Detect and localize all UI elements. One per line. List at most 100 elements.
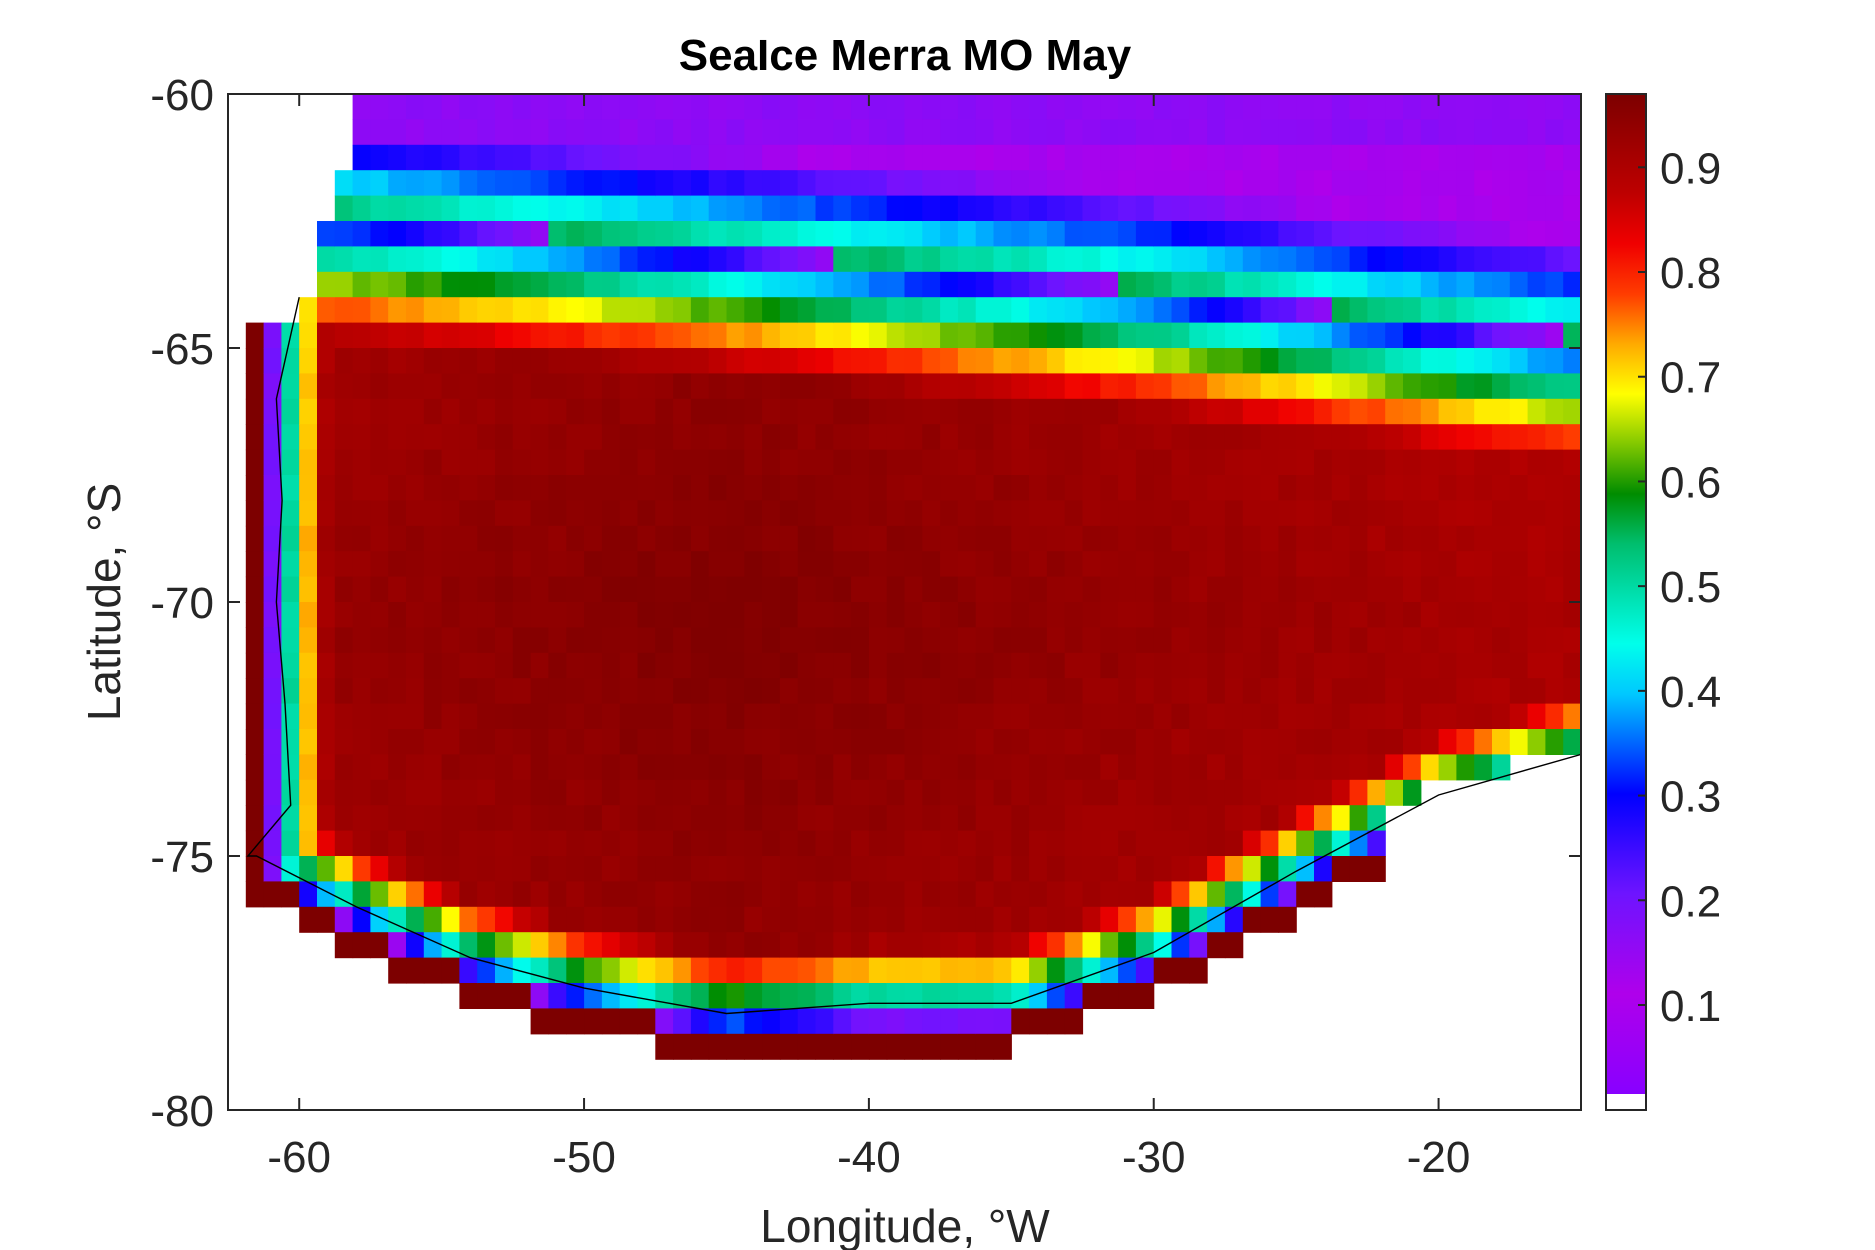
heatmap-cell — [1367, 678, 1386, 705]
heatmap-cell — [797, 551, 817, 578]
heatmap-cell — [406, 779, 425, 806]
heatmap-cell — [993, 424, 1012, 451]
heatmap-cell — [797, 170, 817, 197]
heatmap-cell — [690, 729, 710, 755]
heatmap-cell — [388, 856, 407, 882]
heatmap-cell — [495, 119, 514, 146]
heatmap-cell — [619, 576, 639, 603]
heatmap-cell — [1046, 424, 1066, 451]
heatmap-cell — [317, 398, 336, 425]
heatmap-cell — [655, 602, 674, 628]
heatmap-cell — [406, 576, 425, 603]
heatmap-cell — [619, 475, 639, 501]
heatmap-cell — [922, 424, 941, 451]
colorbar-tick-label: 0.7 — [1660, 354, 1721, 403]
heatmap-cell — [512, 500, 532, 527]
heatmap-cell — [833, 906, 852, 933]
heatmap-cell — [495, 602, 514, 628]
heatmap-cell — [1011, 932, 1030, 959]
heatmap-cell — [797, 500, 817, 527]
heatmap-cell — [744, 322, 763, 349]
heatmap-cell — [423, 119, 443, 146]
heatmap-cell — [1118, 195, 1137, 222]
heatmap-cell — [1527, 119, 1546, 146]
heatmap-cell — [1509, 170, 1529, 197]
heatmap-cell — [940, 805, 959, 832]
heatmap-cell — [495, 373, 514, 400]
heatmap-cell — [815, 373, 834, 400]
heatmap-cell — [619, 678, 639, 705]
heatmap-cell — [975, 1008, 995, 1035]
heatmap-cell — [851, 424, 870, 451]
heatmap-cell — [726, 881, 745, 908]
heatmap-cell — [1242, 652, 1262, 679]
heatmap-cell — [762, 805, 781, 832]
heatmap-cell — [1029, 754, 1048, 781]
heatmap-cell — [530, 856, 549, 882]
heatmap-cell — [281, 652, 300, 679]
heatmap-cell — [993, 576, 1012, 603]
heatmap-cell — [655, 729, 674, 755]
heatmap-cell — [601, 348, 621, 374]
heatmap-cell — [1456, 398, 1475, 425]
heatmap-cell — [1260, 398, 1279, 425]
heatmap-cell — [922, 627, 941, 654]
heatmap-cell — [495, 856, 514, 882]
heatmap-cell — [833, 754, 852, 781]
heatmap-cell — [833, 271, 852, 298]
heatmap-cell — [370, 779, 389, 806]
heatmap-cell — [619, 856, 639, 882]
heatmap-cell — [1242, 322, 1262, 349]
heatmap-cell — [334, 779, 354, 806]
heatmap-cell — [352, 779, 371, 806]
heatmap-cell — [673, 779, 692, 806]
heatmap-cell — [1135, 551, 1155, 578]
heatmap-cell — [1545, 525, 1564, 552]
heatmap-cell — [1171, 373, 1190, 400]
heatmap-cell — [655, 271, 674, 298]
heatmap-cell — [352, 271, 371, 298]
heatmap-cell — [975, 856, 995, 882]
heatmap-cell — [619, 195, 639, 222]
heatmap-cell — [940, 424, 959, 451]
heatmap-cell — [334, 703, 354, 730]
heatmap-cell — [1100, 94, 1119, 120]
heatmap-cell — [388, 627, 407, 654]
heatmap-cell — [637, 1008, 656, 1035]
heatmap-cell — [1385, 170, 1404, 197]
heatmap-cell — [388, 475, 407, 501]
heatmap-cell — [352, 830, 371, 857]
heatmap-cell — [459, 195, 478, 222]
colorbar-ticks: 0.10.20.30.40.50.60.70.80.9 — [1638, 144, 1721, 1031]
heatmap-cell — [459, 271, 478, 298]
heatmap-cell — [957, 144, 977, 171]
heatmap-cell — [1046, 729, 1066, 755]
heatmap-cell — [459, 881, 478, 908]
heatmap-cell — [744, 729, 763, 755]
heatmap-cell — [495, 170, 514, 197]
heatmap-cell — [1046, 475, 1066, 501]
heatmap-cell — [655, 475, 674, 501]
heatmap-cell — [637, 221, 656, 247]
heatmap-cell — [388, 449, 407, 476]
colorbar-below-range — [1606, 1094, 1646, 1110]
heatmap-cell — [922, 525, 941, 552]
heatmap-cell — [1082, 602, 1101, 628]
heatmap-cell — [1314, 652, 1333, 679]
heatmap-cell — [655, 170, 674, 197]
heatmap-cell — [1367, 195, 1386, 222]
heatmap-cell — [477, 221, 496, 247]
heatmap-cell — [940, 322, 959, 349]
heatmap-cell — [1171, 348, 1190, 374]
heatmap-cell — [655, 1033, 674, 1060]
heatmap-cell — [1153, 424, 1173, 451]
heatmap-cell — [512, 348, 532, 374]
heatmap-cell — [495, 246, 514, 273]
heatmap-cell — [815, 805, 834, 832]
heatmap-cell — [1100, 678, 1119, 705]
heatmap-cell — [904, 779, 923, 806]
heatmap-cell — [1403, 348, 1422, 374]
heatmap-cell — [1153, 449, 1173, 476]
heatmap-cell — [1242, 805, 1262, 832]
heatmap-cell — [1545, 144, 1564, 171]
